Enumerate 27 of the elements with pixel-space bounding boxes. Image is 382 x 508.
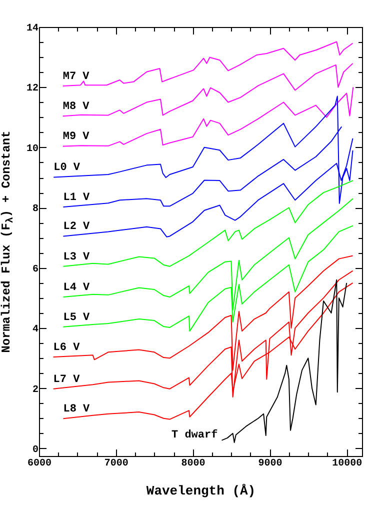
series-label: L8 V [63,404,90,416]
y-tick-label: 14 [26,24,38,34]
y-tick-label: 12 [26,84,38,95]
series-label: L0 V [54,162,80,174]
y-tick-label: 8 [32,204,38,216]
x-axis-title: Wavelength (Å) [146,484,256,498]
y-tick-label: 2 [32,384,38,396]
series-label: M8 V [62,101,90,114]
series-label: L3 V [63,251,90,264]
series-label: L4 V [63,282,90,294]
x-tick-label: 8000 [181,458,206,470]
y-tick-label: 6 [32,264,38,276]
x-tick-label: 10000 [332,458,362,470]
x-tick-label: 9000 [258,458,282,470]
y-tick-label: 4 [32,324,38,336]
series-label: M9 V [62,131,90,144]
series-label: M7 V [62,71,90,84]
y-tick-label: 0 [32,444,38,456]
series-label: L2 V [63,221,90,234]
x-tick-label: 6000 [27,458,52,470]
y-tick-label: 10 [26,144,38,155]
series-label: T dwarf [172,428,218,442]
x-tick-label: 7000 [104,458,128,470]
series-label: L6 V [53,342,80,354]
series-label: L1 V [63,192,90,204]
series-label: L7 V [53,374,80,386]
series-label: L5 V [63,312,90,324]
